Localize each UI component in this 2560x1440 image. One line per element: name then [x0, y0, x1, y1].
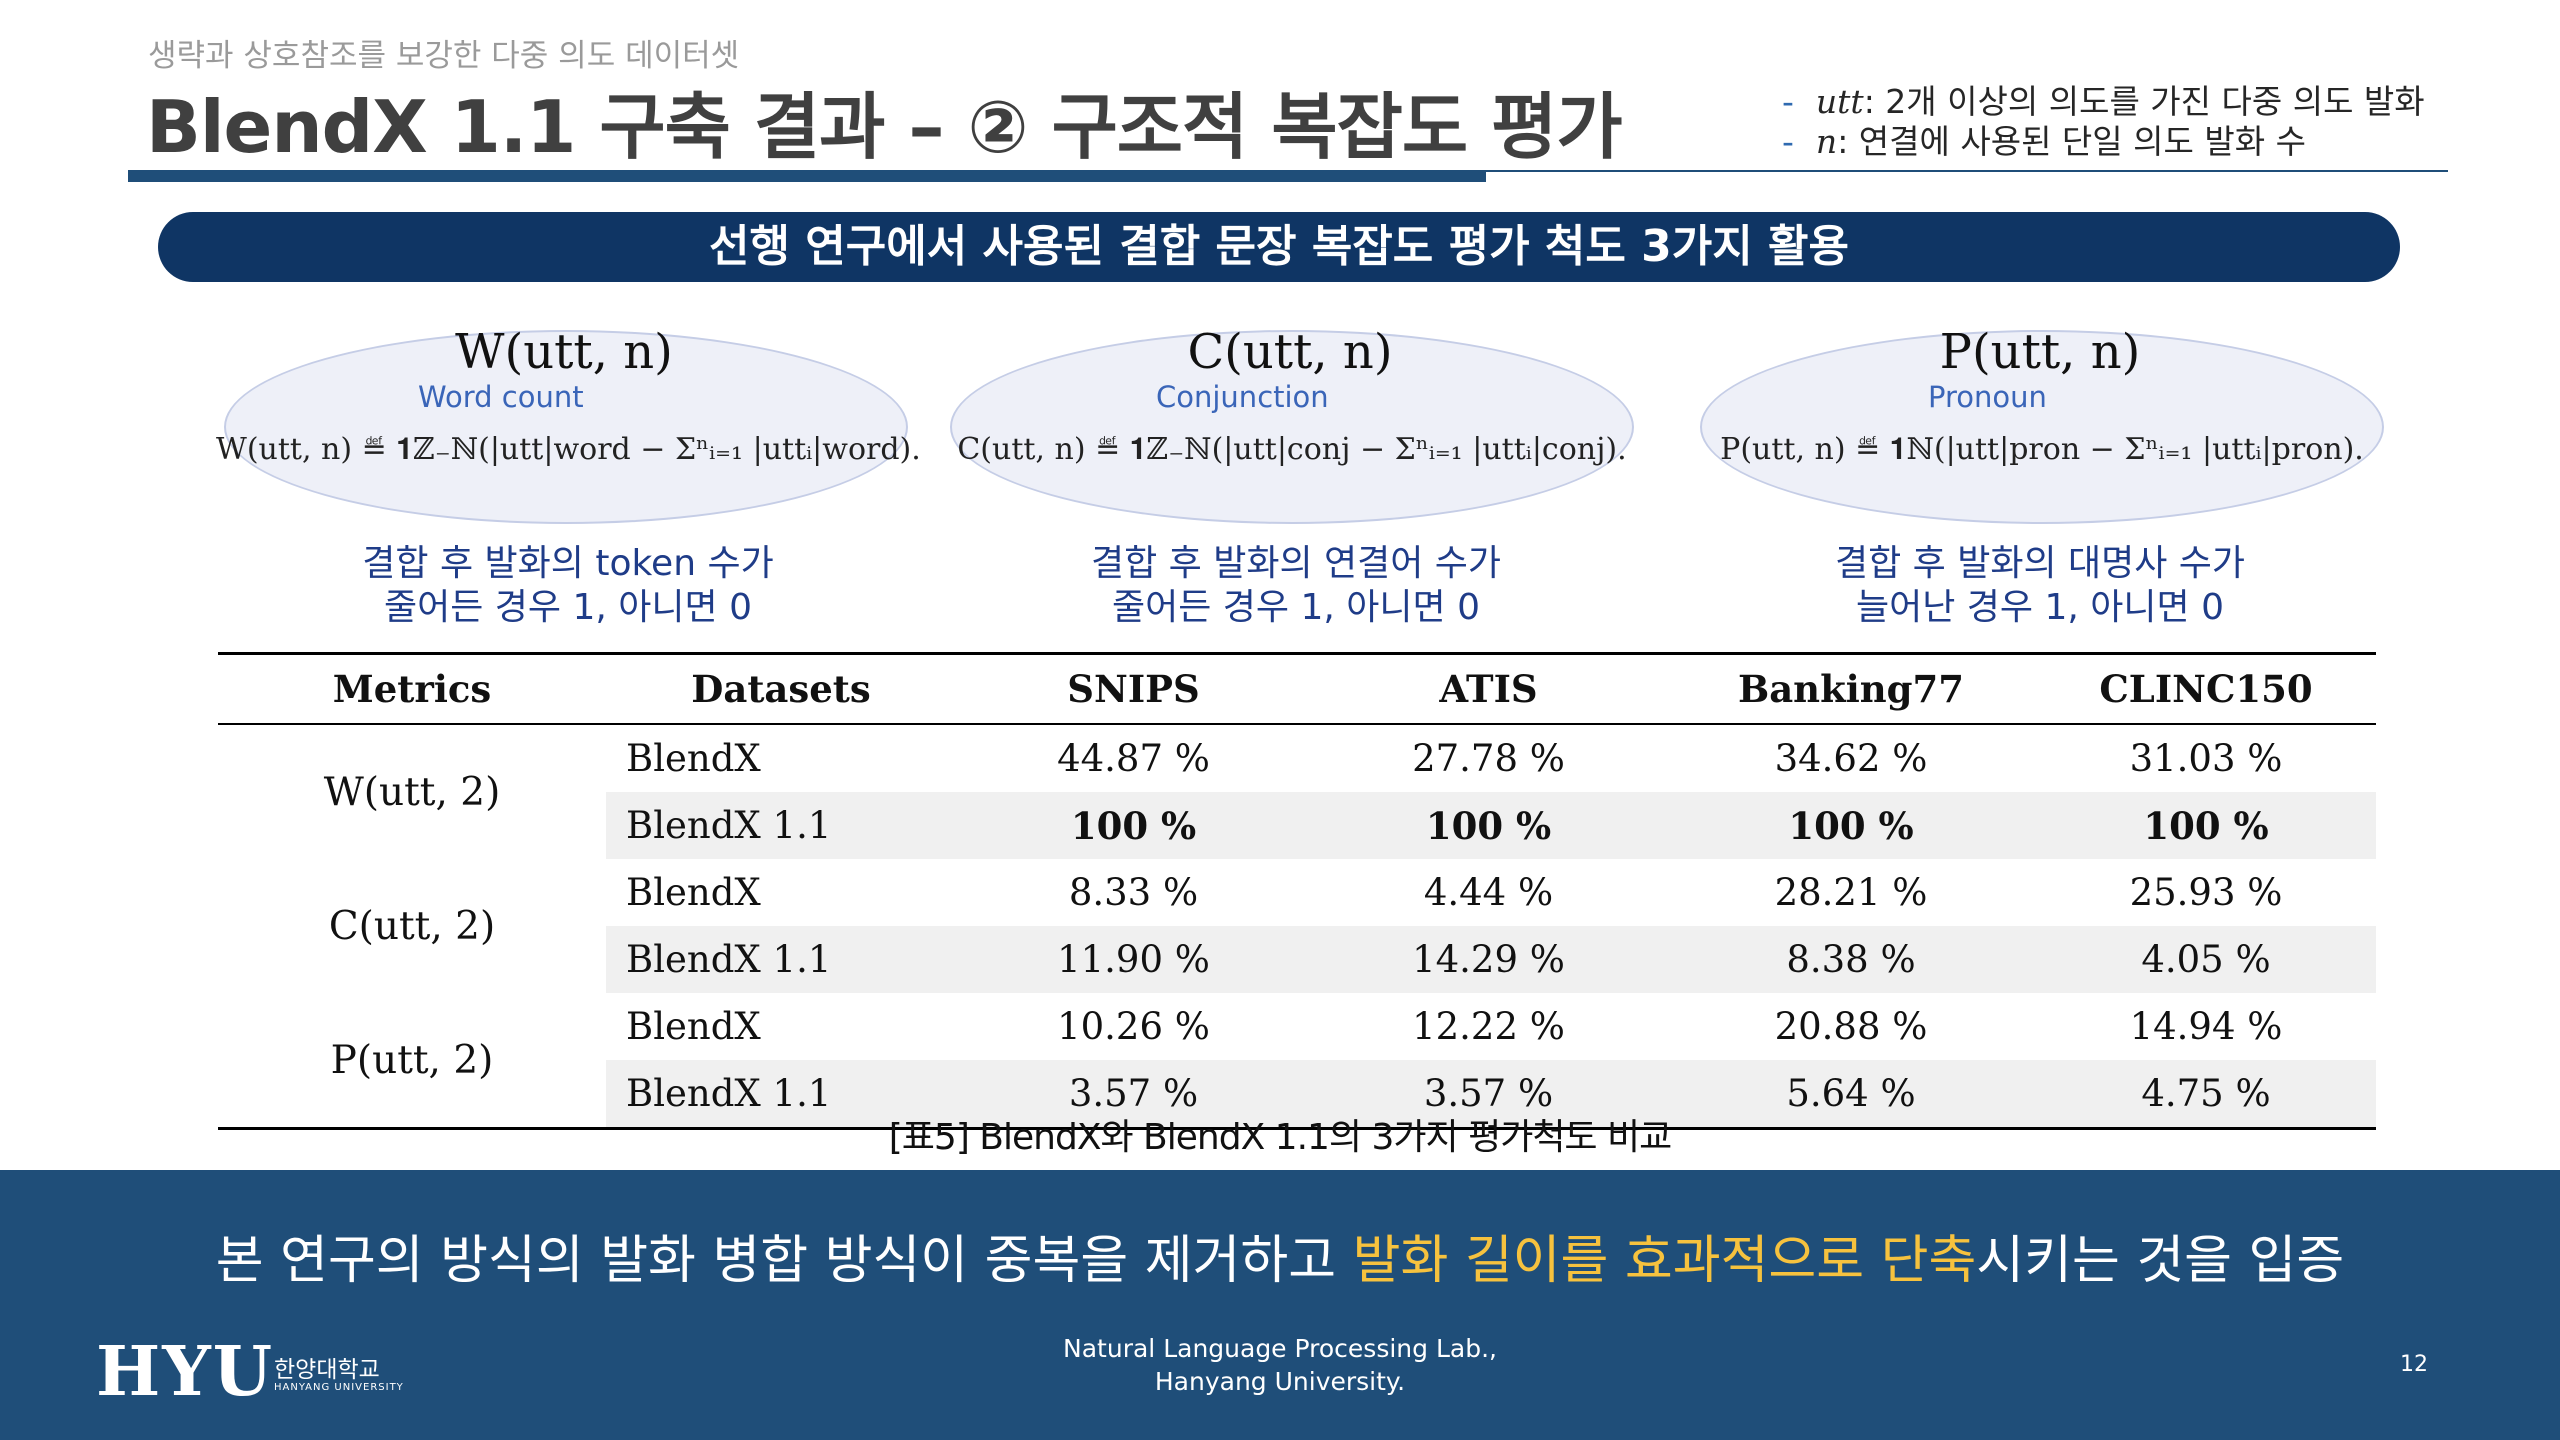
table-cell: 25.93 % [2129, 871, 2283, 914]
metric-name: W(utt, n) [455, 324, 673, 380]
header-snips: SNIPS [956, 652, 1311, 725]
table-cell: 8.38 % [1666, 926, 2036, 993]
slide-subtitle: 생략과 상호참조를 보강한 다중 의도 데이터셋 [148, 38, 740, 74]
page-number: 12 [2400, 1352, 2428, 1377]
table-cell: 14.94 % [2129, 1005, 2283, 1048]
table-row: BlendX 1.1 11.90 % 14.29 % 8.38 % 4.05 % [218, 926, 2376, 993]
table-caption: [표5] BlendX와 BlendX 1.1의 3가지 평가척도 비교 [888, 1117, 1673, 1158]
header-rule [1486, 170, 2448, 172]
metric-subtitle: Word count [418, 380, 584, 414]
conclusion-text: 본 연구의 방식의 발화 병합 방식이 중복을 제거하고 발화 길이를 효과적으… [0, 1218, 2560, 1293]
header-clinc150: CLINC150 [2036, 652, 2376, 725]
metric-label: C(utt, 2) [328, 903, 496, 949]
metric-label: W(utt, 2) [323, 769, 501, 815]
metric-formula: P(utt, n) ≝ 𝟏ℕ(|utt|pron − Σⁿᵢ₌₁ |uttᵢ|p… [1720, 432, 2364, 467]
metric-desc-conjunction: 결합 후 발화의 연결어 수가 줄어든 경우 1, 아니면 0 [946, 542, 1646, 630]
dataset-label: BlendX [626, 737, 761, 780]
logo-korean: 한양대학교 [274, 1357, 380, 1383]
footer-band: 본 연구의 방식의 발화 병합 방식이 중복을 제거하고 발화 길이를 효과적으… [0, 1170, 2560, 1440]
header-metrics: Metrics [218, 652, 606, 725]
table-row: C(utt, 2) BlendX 8.33 % 4.44 % 28.21 % 2… [218, 859, 2376, 949]
lab-line: Hanyang University. [1154, 1367, 1406, 1396]
metric-card-pronoun: P(utt, n) Pronoun P(utt, n) ≝ 𝟏ℕ(|utt|pr… [1700, 322, 2390, 532]
desc-line: 줄어든 경우 1, 아니면 0 [384, 587, 752, 628]
table-cell: 20.88 % [1774, 1005, 1928, 1048]
table-cell: 34.62 % [1774, 737, 1928, 780]
conclusion-pre: 본 연구의 방식의 발화 병합 방식이 중복을 제거하고 [215, 1231, 1353, 1291]
table-cell: 4.75 % [2036, 1060, 2376, 1130]
desc-line: 결합 후 발화의 연결어 수가 [1090, 543, 1502, 584]
dash-marker: - [1782, 82, 1794, 121]
note-utt: - utt: 2개 이상의 의도를 가진 다중 의도 발화 [1782, 82, 2425, 122]
dash-marker: - [1782, 122, 1794, 161]
logo-mark: HYU [96, 1332, 275, 1412]
table-cell: 4.05 % [2036, 926, 2376, 993]
dataset-label: BlendX [626, 1005, 761, 1048]
note-var: utt [1815, 82, 1864, 121]
metric-subtitle: Pronoun [1928, 380, 2047, 414]
table-row: P(utt, 2) BlendX 10.26 % 12.22 % 20.88 %… [218, 993, 2376, 1130]
table-cell: 14.29 % [1311, 926, 1666, 993]
metric-formula: C(utt, n) ≝ 𝟏ℤ₋ℕ(|utt|conj − Σⁿᵢ₌₁ |uttᵢ… [957, 432, 1627, 467]
table-cell: 12.22 % [1412, 1005, 1565, 1048]
table-cell: 28.21 % [1774, 871, 1928, 914]
table-cell: 8.33 % [1068, 871, 1199, 914]
table-cell: 44.87 % [1057, 737, 1210, 780]
table-cell: 100 % [1666, 792, 2036, 859]
title-underline [128, 170, 1486, 182]
desc-line: 결합 후 발화의 대명사 수가 [1834, 543, 2246, 584]
table-cell: 100 % [1311, 792, 1666, 859]
metric-ellipse [1700, 330, 2384, 524]
table-cell: 100 % [956, 792, 1311, 859]
lab-line: Natural Language Processing Lab., [1063, 1334, 1497, 1363]
section-banner: 선행 연구에서 사용된 결합 문장 복잡도 평가 척도 3가지 활용 [158, 212, 2400, 282]
results-table: Metrics Datasets SNIPS ATIS Banking77 CL… [218, 652, 2376, 1130]
note-text: : 2개 이상의 의도를 가진 다중 의도 발화 [1863, 82, 2425, 121]
conclusion-highlight: 발화 길이를 효과적으로 단축 [1352, 1231, 1977, 1291]
desc-line: 줄어든 경우 1, 아니면 0 [1112, 587, 1480, 628]
metric-card-word: W(utt, n) Word count W(utt, n) ≝ 𝟏ℤ₋ℕ(|u… [216, 322, 921, 532]
table-cell: 4.44 % [1423, 871, 1554, 914]
definition-notes: - utt: 2개 이상의 의도를 가진 다중 의도 발화 - n: 연결에 사용된… [1782, 82, 2425, 162]
table-cell: 100 % [2036, 792, 2376, 859]
table-row: BlendX 1.1 3.57 % 3.57 % 5.64 % 4.75 % [218, 1060, 2376, 1130]
metric-name: C(utt, n) [1187, 324, 1393, 380]
table-cell: 31.03 % [2129, 737, 2283, 780]
note-text: : 연결에 사용된 단일 의도 발화 수 [1837, 122, 2306, 161]
metric-desc-pronoun: 결합 후 발화의 대명사 수가 늘어난 경우 1, 아니면 0 [1690, 542, 2390, 630]
metric-card-conjunction: C(utt, n) Conjunction C(utt, n) ≝ 𝟏ℤ₋ℕ(|… [950, 322, 1640, 532]
table-cell: 3.57 % [956, 1060, 1311, 1130]
dataset-label: BlendX 1.1 [606, 792, 956, 859]
desc-line: 늘어난 경우 1, 아니면 0 [1856, 587, 2224, 628]
logo-english: HANYANG UNIVERSITY [274, 1382, 404, 1393]
header-banking77: Banking77 [1666, 652, 2036, 725]
slide-title: BlendX 1.1 구축 결과 – ② 구조적 복잡도 평가 [146, 85, 1623, 169]
table-cell: 27.78 % [1412, 737, 1565, 780]
table-row: BlendX 1.1 100 % 100 % 100 % 100 % [218, 792, 2376, 859]
dataset-label: BlendX [626, 871, 761, 914]
metric-subtitle: Conjunction [1156, 380, 1329, 414]
university-logo: HYU 한양대학교 HANYANG UNIVERSITY [96, 1332, 403, 1412]
table-cell: 10.26 % [1057, 1005, 1210, 1048]
table-header-row: Metrics Datasets SNIPS ATIS Banking77 CL… [218, 652, 2376, 725]
conclusion-post: 시키는 것을 입증 [1976, 1231, 2345, 1291]
header-atis: ATIS [1311, 652, 1666, 725]
metric-label: P(utt, 2) [218, 993, 606, 1130]
table-cell: 11.90 % [956, 926, 1311, 993]
dataset-label: BlendX 1.1 [606, 926, 956, 993]
table-cell: 3.57 % [1311, 1060, 1666, 1130]
metric-formula: W(utt, n) ≝ 𝟏ℤ₋ℕ(|utt|word − Σⁿᵢ₌₁ |uttᵢ… [216, 432, 921, 467]
metric-ellipse [950, 330, 1634, 524]
table-cell: 5.64 % [1666, 1060, 2036, 1130]
table-row: W(utt, 2) BlendX 44.87 % 27.78 % 34.62 %… [218, 724, 2376, 815]
header-datasets: Datasets [606, 652, 956, 725]
dataset-label: BlendX 1.1 [606, 1060, 956, 1130]
lab-name: Natural Language Processing Lab., Hanyan… [0, 1332, 2560, 1398]
metric-desc-word: 결합 후 발화의 token 수가 줄어든 경우 1, 아니면 0 [218, 542, 918, 630]
note-n: - n: 연결에 사용된 단일 의도 발화 수 [1782, 122, 2425, 162]
desc-line: 결합 후 발화의 token 수가 [362, 543, 774, 584]
metric-ellipse [224, 330, 908, 524]
metric-name: P(utt, n) [1939, 324, 2141, 380]
note-var: n [1815, 122, 1838, 161]
